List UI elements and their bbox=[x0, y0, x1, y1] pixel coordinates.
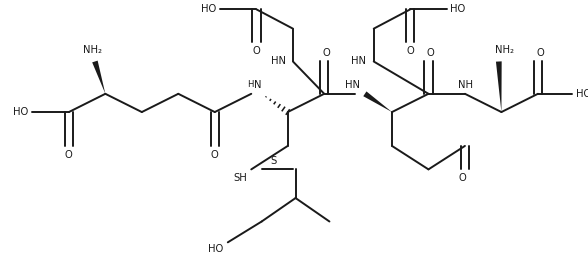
Text: O: O bbox=[65, 150, 73, 160]
Text: S: S bbox=[270, 156, 276, 166]
Text: H: H bbox=[247, 80, 253, 89]
Text: HN: HN bbox=[352, 56, 366, 66]
Text: HO: HO bbox=[14, 107, 29, 117]
Text: O: O bbox=[211, 150, 219, 160]
Text: O: O bbox=[322, 48, 330, 58]
Text: SH: SH bbox=[233, 173, 247, 183]
Text: O: O bbox=[459, 173, 466, 183]
Polygon shape bbox=[496, 61, 502, 112]
Text: NH₂: NH₂ bbox=[495, 45, 513, 55]
Text: HO: HO bbox=[201, 4, 216, 14]
Text: O: O bbox=[406, 46, 414, 56]
Text: NH₂: NH₂ bbox=[83, 45, 102, 55]
Text: HN: HN bbox=[270, 56, 286, 66]
Text: N: N bbox=[254, 80, 262, 90]
Text: O: O bbox=[253, 46, 260, 56]
Text: HN: HN bbox=[345, 80, 360, 90]
Text: HO: HO bbox=[576, 89, 588, 99]
Text: O: O bbox=[536, 48, 544, 58]
Polygon shape bbox=[363, 91, 392, 112]
Text: HO: HO bbox=[450, 4, 466, 14]
Text: HO: HO bbox=[208, 244, 223, 254]
Text: O: O bbox=[427, 48, 435, 58]
Text: NH: NH bbox=[459, 80, 473, 90]
Polygon shape bbox=[92, 61, 105, 94]
